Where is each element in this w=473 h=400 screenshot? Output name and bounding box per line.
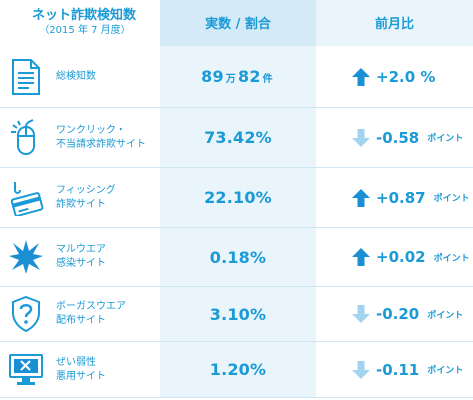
table-title: ネット詐欺検知数 (31, 7, 136, 23)
malware-share-value: 0.18% (209, 247, 267, 267)
bogusware-share-value: 3.10% (209, 304, 267, 324)
change-unit: ポイント (427, 134, 464, 144)
document-icon (6, 57, 46, 97)
oneclick-share-value: 73.42% (204, 128, 272, 147)
header-value-column: 実数 / 割合 (160, 0, 316, 46)
phishing-hook-card-icon (6, 178, 46, 218)
table-subtitle: （2015 年 7 月度） (39, 24, 131, 36)
header-change-column: 前月比 (316, 0, 473, 46)
row-label: マルウエア 感染サイト (56, 244, 106, 269)
change-value: +2.0 % (376, 67, 436, 86)
change-unit: ポイント (427, 310, 464, 321)
row-label: ボーガスウエア 配布サイト (56, 301, 126, 326)
arrow-up-icon (352, 188, 370, 207)
arrow-up-icon (352, 248, 370, 266)
table-row-bogusware: ボーガスウエア 配布サイト 3.10% -0.20 ポイント (0, 287, 473, 342)
total-count-value: 89 万 82 件 (201, 67, 273, 86)
header-title-cell: ネット詐欺検知数 （2015 年 7 月度） (0, 0, 160, 46)
change-value: -0.58 (376, 128, 420, 147)
arrow-up-icon (352, 67, 370, 86)
arrow-down-icon (352, 305, 370, 323)
row-label: フィッシング 詐欺サイト (56, 184, 116, 210)
table-row-total: 総検知数 89 万 82 件 +2.0 % (0, 46, 473, 108)
table-row-phishing: フィッシング 詐欺サイト 22.10% +0.87 ポイント (0, 168, 473, 228)
phishing-share-value: 22.10% (204, 188, 272, 207)
table-row-oneclick: ワンクリック・ 不当請求詐欺サイト 73.42% -0.58 ポイント (0, 108, 473, 168)
change-unit: ポイント (433, 253, 470, 264)
arrow-down-icon (352, 128, 370, 147)
table-row-malware: マルウエア 感染サイト 0.18% +0.02 ポイント (0, 228, 473, 287)
table-row-vulnerability: ぜい弱性 悪用サイト 1.20% -0.11 ポイント (0, 342, 473, 398)
change-unit: ポイント (427, 366, 464, 376)
change-value: +0.02 (376, 248, 426, 266)
row-label: ぜい弱性 悪用サイト (56, 356, 106, 382)
vulnerability-share-value: 1.20% (209, 360, 267, 379)
malware-burst-icon (6, 237, 46, 277)
bogus-shield-question-icon (6, 294, 46, 334)
mouse-click-icon (6, 118, 46, 158)
change-value: -0.11 (376, 360, 420, 379)
arrow-down-icon (352, 360, 370, 379)
change-unit: ポイント (433, 194, 470, 204)
change-value: -0.20 (376, 305, 420, 323)
change-value: +0.87 (376, 188, 426, 207)
row-label: ワンクリック・ 不当請求詐欺サイト (56, 124, 146, 150)
table-header: ネット詐欺検知数 （2015 年 7 月度） 実数 / 割合 前月比 (0, 0, 473, 46)
vulnerability-monitor-icon (6, 350, 46, 390)
row-label: 総検知数 (56, 70, 96, 82)
